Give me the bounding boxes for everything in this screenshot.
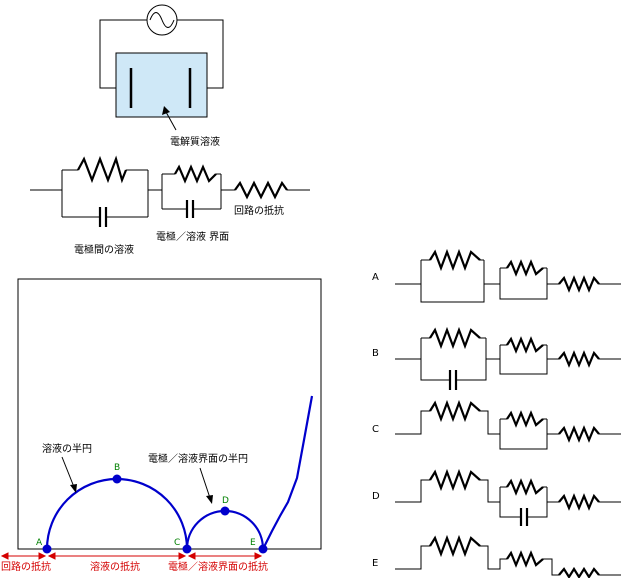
circuit-resistance-axis-label: 回路の抵抗 — [1, 560, 51, 573]
pointer-arrowhead-icon — [162, 106, 170, 115]
option-a-label: A — [372, 272, 379, 283]
option-e-label: E — [372, 558, 378, 569]
interface-arc-label: 電極／溶液界面の半円 — [148, 452, 248, 465]
option-c-resistor-2 — [506, 410, 544, 428]
point-c-label: C — [174, 538, 180, 548]
option-b-label: B — [372, 348, 379, 359]
option-c-resistor-1 — [429, 399, 481, 423]
option-d-resistor-2 — [506, 478, 544, 496]
option-b-resistor-2 — [506, 336, 544, 354]
option-b-resistor-3 — [558, 350, 600, 368]
circuit-resistance-label: 回路の抵抗 — [234, 204, 284, 217]
option-e-resistor-2 — [506, 550, 544, 568]
plot-frame — [17, 278, 322, 550]
interface-arc-arrowhead-icon — [206, 495, 213, 504]
point-e — [258, 544, 268, 554]
option-e-resistor-1 — [429, 534, 481, 558]
option-c-resistor-3 — [558, 425, 600, 443]
option-d: D — [372, 468, 621, 526]
option-d-resistor-3 — [558, 493, 600, 511]
option-b-resistor-1 — [429, 326, 481, 350]
solution-resistance-axis-label: 溶液の抵抗 — [90, 560, 140, 573]
point-b — [112, 474, 122, 484]
option-a-resistor-2 — [506, 259, 544, 277]
option-e-resistor-3 — [558, 566, 600, 580]
bulk-resistor — [77, 155, 128, 184]
point-c — [182, 544, 192, 554]
electrolyte-label: 電解質溶液 — [170, 135, 220, 148]
option-b: B — [372, 326, 621, 390]
option-a: A — [372, 248, 621, 303]
interface-resistance-axis-label: 電極／溶液界面の抵抗 — [168, 560, 268, 573]
option-a-resistor-3 — [558, 275, 600, 293]
option-c: C — [372, 399, 621, 450]
point-a — [42, 544, 52, 554]
cell-wire — [99, 19, 224, 89]
point-e-label: E — [250, 538, 256, 548]
option-d-resistor-1 — [429, 468, 481, 492]
bulk-arc-label: 溶液の半円 — [42, 442, 92, 455]
impedance-plot: A B C D E 溶液の半円 電極／溶液界面の半円 回路の抵抗 溶液の抵抗 電… — [0, 278, 322, 573]
resistance-dimension-arrows — [0, 552, 263, 560]
option-c-label: C — [372, 424, 379, 435]
option-d-label: D — [372, 491, 380, 502]
circuit-resistor — [234, 180, 288, 200]
bulk-solution-label: 電極間の溶液 — [74, 243, 134, 256]
interface-label: 電極／溶液 界面 — [156, 230, 229, 243]
option-e: E — [372, 534, 621, 580]
option-a-resistor-1 — [429, 248, 481, 272]
point-b-label: B — [114, 463, 120, 473]
diffusion-tail — [262, 395, 314, 550]
cell-schematic: 電解質溶液 — [99, 4, 224, 148]
point-a-label: A — [36, 538, 43, 548]
point-d — [220, 506, 230, 516]
point-d-label: D — [222, 496, 229, 506]
bulk-arc-arrowhead-icon — [70, 484, 77, 493]
equivalent-circuit: 回路の抵抗 電極／溶液 界面 電極間の溶液 — [30, 155, 310, 256]
pointer-arrow — [165, 111, 177, 131]
electrolyte-container — [115, 52, 208, 118]
sine-wave-icon — [149, 12, 175, 28]
interface-resistor — [174, 164, 217, 184]
